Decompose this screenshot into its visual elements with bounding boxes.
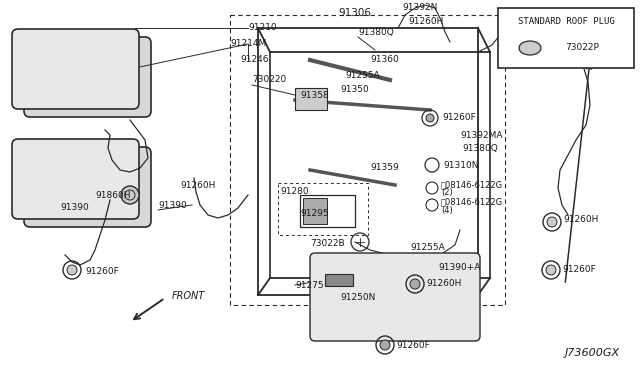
Text: 730220: 730220 — [252, 76, 286, 84]
Text: 91380Q: 91380Q — [358, 28, 394, 36]
Text: 91295: 91295 — [300, 208, 328, 218]
Text: 91255A: 91255A — [345, 71, 380, 80]
Text: STANDARD ROOF PLUG: STANDARD ROOF PLUG — [518, 17, 614, 26]
Bar — [325, 274, 353, 286]
Text: 73022B: 73022B — [310, 240, 344, 248]
Text: 91390: 91390 — [158, 201, 187, 209]
Text: 91310N: 91310N — [443, 160, 479, 170]
Circle shape — [121, 186, 139, 204]
Bar — [300, 195, 355, 227]
FancyBboxPatch shape — [12, 139, 139, 219]
Circle shape — [67, 265, 77, 275]
Bar — [295, 88, 327, 110]
FancyBboxPatch shape — [12, 29, 139, 109]
Text: 91260F: 91260F — [562, 266, 596, 275]
Text: Ⓑ08146-6122G: Ⓑ08146-6122G — [441, 198, 503, 206]
Text: 91350: 91350 — [340, 86, 369, 94]
Text: 91358: 91358 — [300, 90, 329, 99]
Text: 91280: 91280 — [280, 187, 308, 196]
Text: 91390+A: 91390+A — [438, 263, 481, 273]
Circle shape — [546, 265, 556, 275]
Text: 91359: 91359 — [370, 164, 399, 173]
Text: 91260F: 91260F — [442, 113, 476, 122]
Text: 91306: 91306 — [339, 8, 371, 18]
FancyBboxPatch shape — [310, 253, 480, 341]
Text: 91275: 91275 — [295, 280, 324, 289]
Text: 91392MA: 91392MA — [460, 131, 502, 140]
Text: 91250N: 91250N — [340, 294, 376, 302]
FancyBboxPatch shape — [24, 147, 151, 227]
Text: 91260F: 91260F — [85, 267, 119, 276]
Text: 91210: 91210 — [248, 23, 276, 32]
Text: 73022P: 73022P — [565, 44, 599, 52]
FancyBboxPatch shape — [24, 37, 151, 117]
Text: 91260F: 91260F — [396, 340, 429, 350]
Text: 91260H: 91260H — [408, 17, 444, 26]
Text: 91260H: 91260H — [180, 180, 216, 189]
Text: 91390: 91390 — [60, 203, 89, 212]
Bar — [278, 183, 368, 235]
Circle shape — [426, 114, 434, 122]
Circle shape — [547, 217, 557, 227]
Text: 91255A: 91255A — [410, 244, 445, 253]
Bar — [498, 8, 634, 68]
Text: 91360: 91360 — [370, 55, 399, 64]
Circle shape — [380, 340, 390, 350]
Text: 91392N: 91392N — [402, 3, 437, 13]
Text: 91214M: 91214M — [230, 39, 266, 48]
Text: Ⓑ08146-6122G: Ⓑ08146-6122G — [441, 180, 503, 189]
Text: 91246: 91246 — [240, 55, 269, 64]
Text: (4): (4) — [441, 205, 452, 215]
Text: 91260H: 91260H — [426, 279, 461, 289]
Text: 91860H: 91860H — [95, 190, 131, 199]
Text: J73600GX: J73600GX — [565, 348, 620, 358]
Text: FRONT: FRONT — [172, 291, 205, 301]
Ellipse shape — [519, 41, 541, 55]
Text: 91380Q: 91380Q — [462, 144, 498, 153]
Circle shape — [410, 279, 420, 289]
Text: (2): (2) — [441, 189, 452, 198]
Bar — [303, 198, 327, 224]
Bar — [230, 15, 505, 305]
Text: 91260H: 91260H — [563, 215, 598, 224]
